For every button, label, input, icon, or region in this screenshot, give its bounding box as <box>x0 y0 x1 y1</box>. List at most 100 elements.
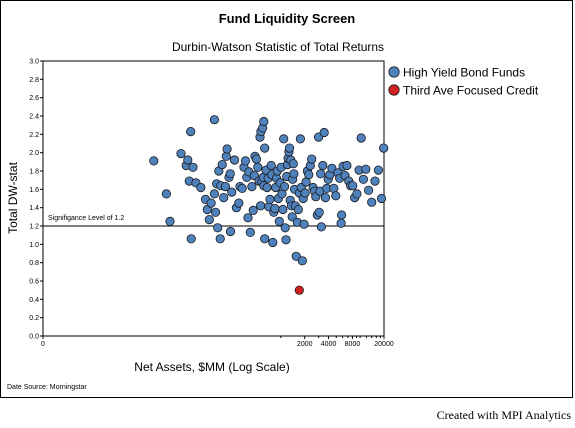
data-point <box>186 127 196 137</box>
data-point <box>225 226 236 237</box>
chart-subtitle: Durbin-Watson Statistic of Total Returns <box>172 40 384 54</box>
data-point <box>299 219 309 229</box>
data-point <box>280 223 290 233</box>
data-point <box>307 154 317 164</box>
y-tick-label: 2.6 <box>29 95 39 102</box>
y-axis-label: Total DW-stat <box>6 161 20 233</box>
data-point <box>262 182 272 193</box>
data-point <box>260 234 270 244</box>
data-point <box>294 285 304 295</box>
legend-label: Third Ave Focused Credit <box>403 84 539 98</box>
legend-label: High Yield Bond Funds <box>403 66 525 80</box>
data-point <box>300 188 310 198</box>
data-point <box>243 213 253 223</box>
y-tick-label: 1.0 <box>29 242 39 249</box>
x-axis-label: Net Assets, $MM (Log Scale) <box>134 360 289 374</box>
data-point <box>320 193 330 203</box>
data-point <box>379 143 389 153</box>
y-tick-label: 2.4 <box>29 114 39 121</box>
data-point <box>331 191 341 201</box>
y-tick-label: 3.0 <box>29 59 39 66</box>
data-point <box>222 144 232 154</box>
data-point <box>336 218 346 228</box>
data-point <box>188 162 198 172</box>
data-point <box>291 251 301 261</box>
data-point <box>149 156 159 166</box>
data-point <box>240 156 251 166</box>
data-point <box>268 237 278 248</box>
data-point <box>270 204 280 214</box>
data-point <box>352 189 362 199</box>
data-point <box>206 198 216 208</box>
chart-frame <box>0 0 573 398</box>
data-point <box>215 234 225 244</box>
y-tick-label: 1.8 <box>29 169 39 176</box>
x-axis: 0 2000 4000 8000 20000 <box>41 336 394 348</box>
y-tick-label: 0.8 <box>29 260 39 267</box>
data-point <box>373 165 383 175</box>
y-tick-label: 2.2 <box>29 132 39 139</box>
data-point <box>225 169 235 179</box>
data-point <box>319 127 329 138</box>
data-point <box>361 164 371 174</box>
data-point <box>316 222 326 232</box>
data-point <box>336 210 347 220</box>
data-point <box>289 169 299 179</box>
data-point <box>363 185 374 195</box>
data-point <box>260 143 270 153</box>
data-point <box>209 189 219 199</box>
data-point <box>237 183 247 193</box>
y-tick-label: 0.2 <box>29 315 39 322</box>
data-point <box>253 162 263 172</box>
data-point <box>342 160 352 171</box>
data-point <box>196 182 206 193</box>
y-tick-label: 1.2 <box>29 224 39 231</box>
data-point <box>281 235 291 245</box>
data-point <box>297 256 307 266</box>
data-point <box>248 205 258 215</box>
x-tick-label: 8000 <box>345 341 361 348</box>
y-tick-label: 0.0 <box>29 334 39 341</box>
source-note: Date Source: Morningstar <box>7 384 87 391</box>
data-point <box>217 160 227 170</box>
data-point <box>213 223 223 233</box>
data-point <box>370 176 380 186</box>
data-point <box>266 160 276 171</box>
x-tick-label: 0 <box>41 341 45 348</box>
data-point <box>204 215 214 225</box>
data-points <box>149 115 389 295</box>
data-point <box>348 181 358 191</box>
data-point <box>284 143 295 153</box>
y-tick-label: 2.8 <box>29 77 39 84</box>
data-point <box>358 174 368 184</box>
data-point <box>274 216 284 226</box>
y-tick-label: 2.0 <box>29 150 39 157</box>
chart-svg: Fund Liquidity Screen Durbin-Watson Stat… <box>6 11 539 391</box>
data-point <box>176 149 186 159</box>
data-point <box>314 207 324 217</box>
data-point <box>220 182 230 192</box>
data-point <box>219 193 229 203</box>
data-point <box>209 115 219 125</box>
data-point <box>304 170 314 180</box>
data-point <box>367 197 377 207</box>
x-tick-label: 2000 <box>297 341 313 348</box>
data-point <box>255 201 266 211</box>
x-tick-label: 20000 <box>374 341 394 348</box>
data-point <box>295 134 305 144</box>
data-point <box>278 204 288 215</box>
data-point <box>245 227 255 237</box>
data-point <box>229 155 240 165</box>
y-axis: 0.0 0.2 0.4 0.6 0.8 1.0 1.2 1.4 1.6 1.8 2.0 2.2 2.4 2… <box>29 59 43 341</box>
legend: High Yield Bond Funds Third Ave Focused C… <box>388 66 539 98</box>
significance-label: Signifigance Level of 1.2 <box>48 215 124 222</box>
data-point <box>251 154 261 164</box>
y-tick-label: 0.4 <box>29 297 39 304</box>
legend-marker <box>388 84 400 96</box>
data-point <box>316 169 326 179</box>
data-point <box>183 155 193 165</box>
y-tick-label: 1.4 <box>29 205 39 212</box>
data-point <box>165 216 175 226</box>
data-point <box>288 159 298 169</box>
data-point <box>356 133 366 143</box>
